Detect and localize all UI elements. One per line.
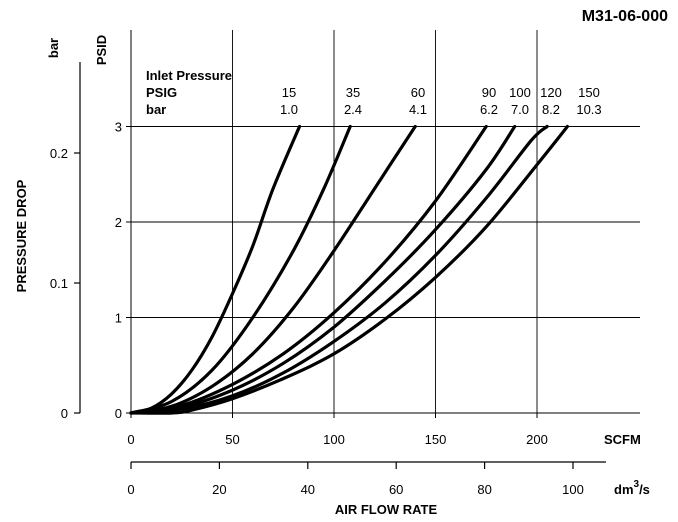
- legend-bar-value: 8.2: [542, 102, 560, 117]
- y2-tick-label: 0.1: [50, 276, 68, 291]
- legend-bar-label: bar: [146, 102, 166, 117]
- chart-title: M31-06-000: [582, 8, 668, 25]
- series-line-35-psig: [129, 124, 352, 415]
- legend-psig-label: PSIG: [146, 85, 177, 100]
- x-unit-label: SCFM: [604, 432, 641, 447]
- y-tick-label: 0: [115, 406, 122, 421]
- legend-psig-value: 15: [282, 85, 296, 100]
- x2-unit-base: dm: [614, 482, 634, 497]
- x2-unit-tail: /s: [639, 482, 650, 497]
- series-line-120-psig: [129, 124, 549, 415]
- legend-bar-value: 7.0: [511, 102, 529, 117]
- y-unit-label: PSID: [94, 35, 109, 65]
- y-tick-label: 3: [115, 120, 122, 135]
- series-line-15-psig: [129, 124, 302, 415]
- y2-axis-ticks: 0 0.1 0.2: [50, 146, 80, 421]
- x-tick-label: 50: [225, 432, 239, 447]
- legend-bar-value: 6.2: [480, 102, 498, 117]
- series-line-150-psig: [129, 124, 569, 415]
- legend-psig-value: 100: [509, 85, 531, 100]
- x2-tick-label: 100: [562, 482, 584, 497]
- legend: Inlet Pressure PSIG bar 15 35 60 90 100 120 15…: [146, 68, 602, 117]
- y-tick-label: 1: [115, 311, 122, 326]
- legend-psig-value: 35: [346, 85, 360, 100]
- legend-psig-value: 150: [578, 85, 600, 100]
- x-tick-label: 0: [127, 432, 134, 447]
- series-line-90-psig: [129, 124, 488, 415]
- legend-values: 15 35 60 90 100 120 150 1.0 2.4 4.1 6.2 7.0 8.2 10.3: [280, 85, 602, 117]
- x2-tick-label: 0: [127, 482, 134, 497]
- grid: [131, 30, 640, 413]
- legend-bar-value: 10.3: [576, 102, 601, 117]
- x-tick-label: 200: [526, 432, 548, 447]
- y2-tick-label: 0: [61, 406, 68, 421]
- x-axis-ticks: 0 50 100 150 200: [127, 413, 548, 447]
- y-tick-label: 2: [115, 215, 122, 230]
- legend-bar-value: 4.1: [409, 102, 427, 117]
- x-axis-title: AIR FLOW RATE: [335, 502, 438, 517]
- legend-heading: Inlet Pressure: [146, 68, 232, 83]
- y-axis-ticks: 0 1 2 3: [115, 120, 131, 421]
- x2-tick-label: 80: [477, 482, 491, 497]
- series-line-60-psig: [129, 124, 417, 415]
- legend-psig-value: 60: [411, 85, 425, 100]
- x2-unit-exponent: 3: [634, 479, 640, 490]
- pressure-curves: [129, 124, 569, 415]
- legend-bar-value: 1.0: [280, 102, 298, 117]
- y2-tick-label: 0.2: [50, 146, 68, 161]
- x-tick-label: 100: [323, 432, 345, 447]
- x2-tick-label: 60: [389, 482, 403, 497]
- y-axis-title: PRESSURE DROP: [14, 179, 29, 292]
- x2-axis-ticks: 0 20 40 60 80 100: [127, 462, 584, 497]
- y2-unit-label: bar: [46, 38, 61, 58]
- x2-tick-label: 40: [301, 482, 315, 497]
- x2-unit-label: dm3/s: [614, 479, 650, 497]
- legend-psig-value: 90: [482, 85, 496, 100]
- x-tick-label: 150: [425, 432, 447, 447]
- legend-bar-value: 2.4: [344, 102, 362, 117]
- x2-tick-label: 20: [212, 482, 226, 497]
- legend-psig-value: 120: [540, 85, 562, 100]
- series-line-100-psig: [129, 124, 517, 415]
